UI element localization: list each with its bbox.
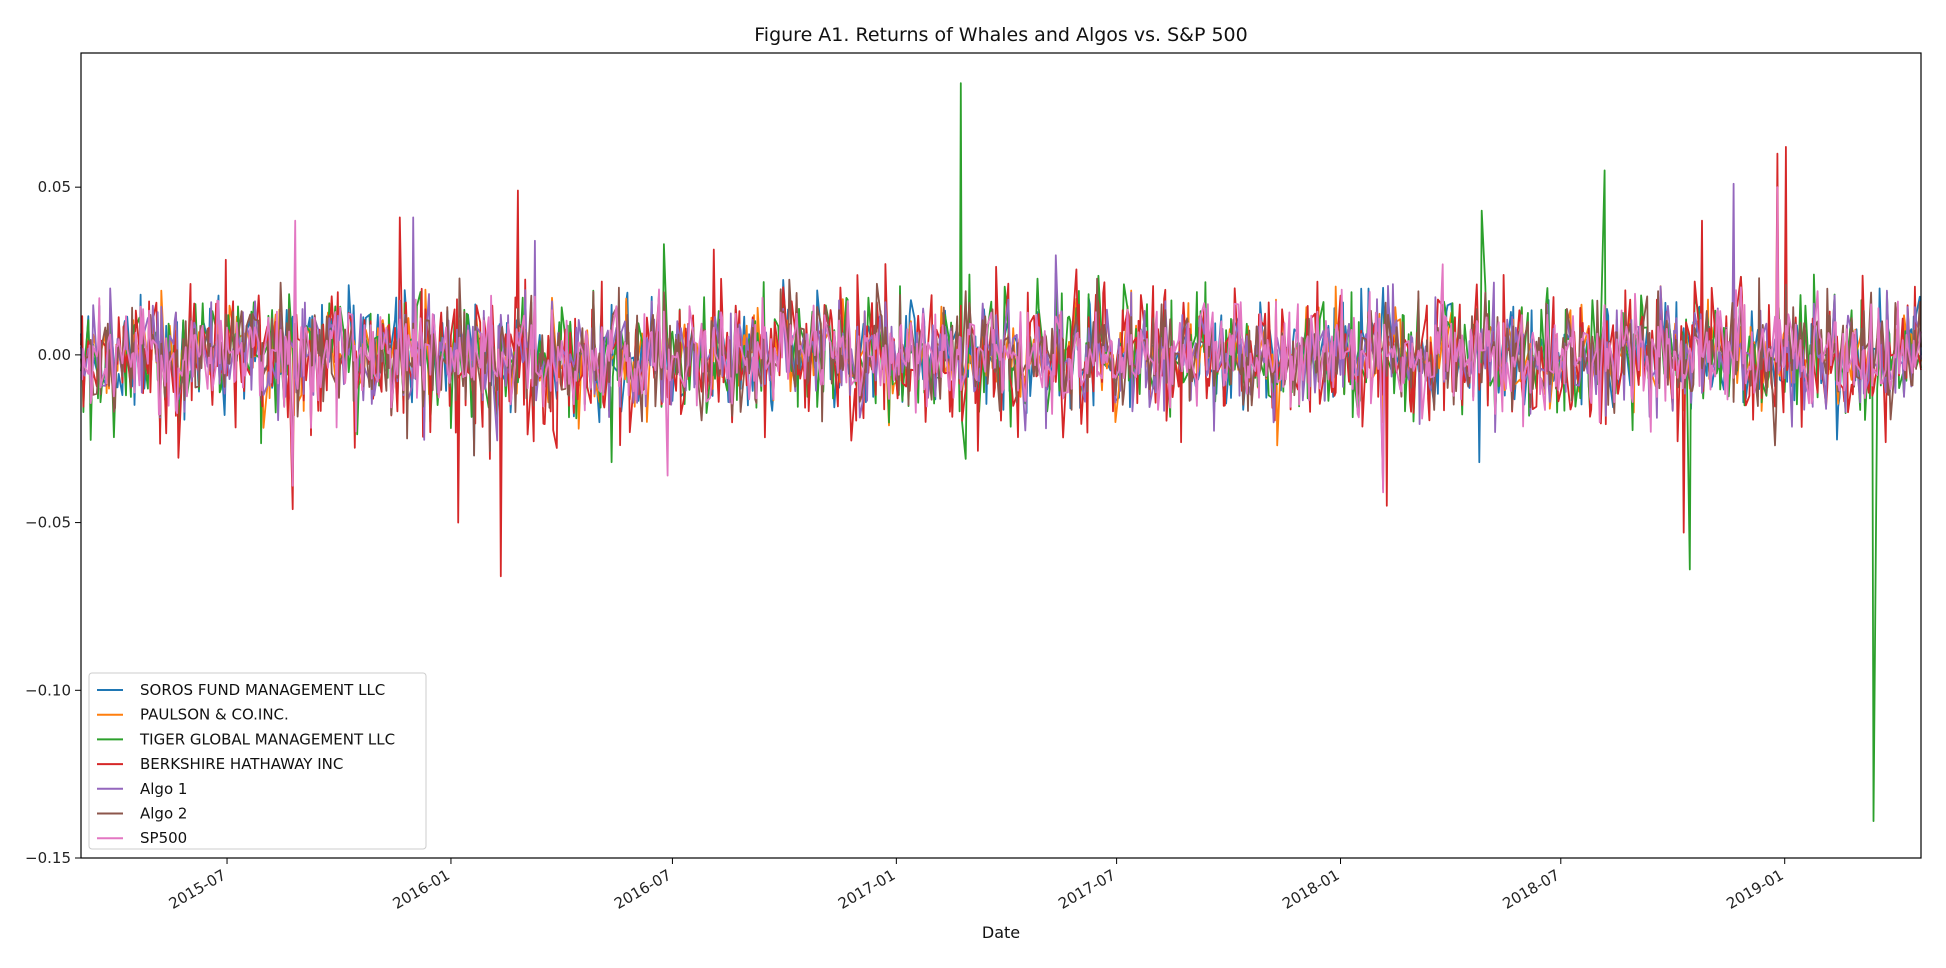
y-axis: 0.05 0.00 −0.05 −0.10 −0.15 (25, 178, 81, 867)
legend-label: Algo 1 (140, 780, 187, 798)
legend-label: SOROS FUND MANAGEMENT LLC (140, 681, 385, 699)
x-tick-label: 2017-01 (835, 866, 898, 913)
x-tick-label: 2019-01 (1723, 866, 1786, 913)
y-tick-label: −0.15 (25, 849, 71, 867)
legend: SOROS FUND MANAGEMENT LLC PAULSON & CO.IN… (88, 672, 427, 850)
x-tick-label: 2017-07 (1055, 866, 1118, 913)
x-axis-label: Date (982, 923, 1020, 942)
plot-lines (80, 82, 1922, 822)
x-axis: 2015-07 2016-01 2016-07 2017-01 2017-07 2018-… (166, 858, 1787, 913)
series-line (80, 186, 1922, 494)
y-tick-label: 0.00 (38, 346, 71, 364)
x-tick-label: 2018-01 (1279, 866, 1342, 913)
y-tick-label: −0.05 (25, 514, 71, 532)
chart-title: Figure A1. Returns of Whales and Algos v… (754, 24, 1247, 46)
x-tick-label: 2015-07 (166, 866, 229, 913)
x-tick-label: 2018-07 (1499, 866, 1562, 913)
legend-label: TIGER GLOBAL MANAGEMENT LLC (139, 730, 395, 748)
legend-box (88, 672, 427, 850)
series-line (80, 182, 1922, 490)
legend-label: BERKSHIRE HATHAWAY INC (140, 755, 343, 773)
legend-label: PAULSON & CO.INC. (140, 706, 289, 724)
legend-label: SP500 (140, 829, 187, 847)
x-tick-label: 2016-07 (611, 866, 674, 913)
plot-frame (80, 52, 1922, 859)
x-tick-label: 2016-01 (390, 866, 453, 913)
y-tick-label: 0.05 (38, 178, 71, 196)
legend-label: Algo 2 (140, 805, 187, 823)
y-tick-label: −0.10 (25, 681, 71, 699)
